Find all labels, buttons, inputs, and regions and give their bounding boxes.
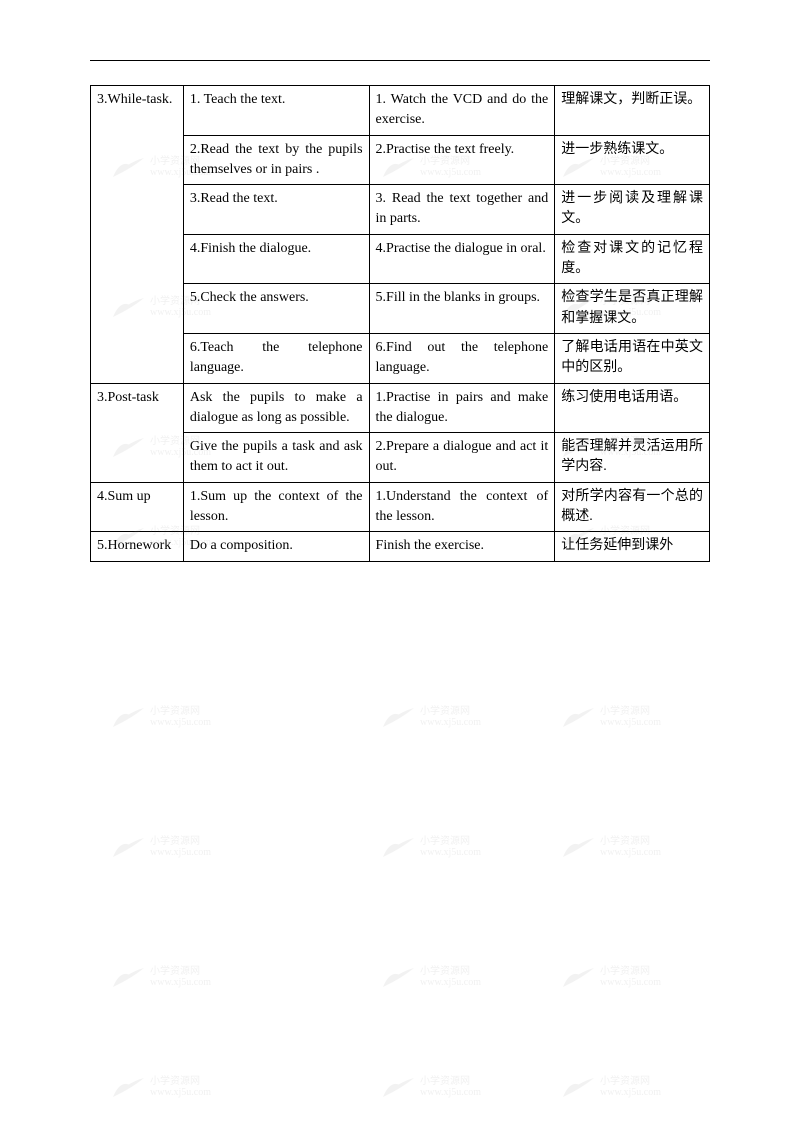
table-row: 3.Read the text. 3. Read the text togeth… — [91, 185, 710, 235]
teacher-cell: 6.Teach the telephone language. — [183, 333, 369, 383]
purpose-cell: 检查对课文的记忆程度。 — [555, 234, 710, 284]
watermark: 小学资源网www.xj5u.com — [380, 830, 500, 870]
watermark: 小学资源网www.xj5u.com — [110, 700, 230, 740]
stage-cell: 3.Post-task — [91, 383, 184, 482]
student-cell: 2.Prepare a dialogue and act it out. — [369, 433, 555, 483]
purpose-cell: 了解电话用语在中英文中的区别。 — [555, 333, 710, 383]
purpose-cell: 练习使用电话用语。 — [555, 383, 710, 433]
teacher-cell: 2.Read the text by the pupils themselves… — [183, 135, 369, 185]
teacher-cell: Do a composition. — [183, 532, 369, 561]
teacher-cell: Ask the pupils to make a dialogue as lon… — [183, 383, 369, 433]
table-row: 3.While-task. 1. Teach the text. 1. Watc… — [91, 86, 710, 136]
watermark: 小学资源网www.xj5u.com — [560, 700, 680, 740]
stage-cell: 5.Hornework — [91, 532, 184, 561]
purpose-cell: 进一步阅读及理解课文。 — [555, 185, 710, 235]
student-cell: Finish the exercise. — [369, 532, 555, 561]
stage-cell: 3.While-task. — [91, 86, 184, 384]
table-row: 3.Post-task Ask the pupils to make a dia… — [91, 383, 710, 433]
student-cell: 1.Practise in pairs and make the dialogu… — [369, 383, 555, 433]
stage-cell: 4.Sum up — [91, 482, 184, 532]
teacher-cell: 1.Sum up the context of the lesson. — [183, 482, 369, 532]
table-row: 6.Teach the telephone language. 6.Find o… — [91, 333, 710, 383]
table-row: 5.Hornework Do a composition. Finish the… — [91, 532, 710, 561]
student-cell: 4.Practise the dialogue in oral. — [369, 234, 555, 284]
teacher-cell: 3.Read the text. — [183, 185, 369, 235]
watermark: 小学资源网www.xj5u.com — [110, 830, 230, 870]
purpose-cell: 让任务延伸到课外 — [555, 532, 710, 561]
student-cell: 2.Practise the text freely. — [369, 135, 555, 185]
purpose-cell: 能否理解并灵活运用所学内容. — [555, 433, 710, 483]
purpose-cell: 进一步熟练课文。 — [555, 135, 710, 185]
purpose-cell: 理解课文，判断正误。 — [555, 86, 710, 136]
watermark: 小学资源网www.xj5u.com — [110, 1070, 230, 1110]
lesson-plan-table: 3.While-task. 1. Teach the text. 1. Watc… — [90, 85, 710, 562]
table-row: 2.Read the text by the pupils themselves… — [91, 135, 710, 185]
teacher-cell: 5.Check the answers. — [183, 284, 369, 334]
table-row: Give the pupils a task and ask them to a… — [91, 433, 710, 483]
student-cell: 1. Watch the VCD and do the exercise. — [369, 86, 555, 136]
student-cell: 6.Find out the telephone language. — [369, 333, 555, 383]
teacher-cell: 1. Teach the text. — [183, 86, 369, 136]
watermark: 小学资源网www.xj5u.com — [560, 1070, 680, 1110]
watermark: 小学资源网www.xj5u.com — [380, 1070, 500, 1110]
table-row: 4.Sum up 1.Sum up the context of the les… — [91, 482, 710, 532]
student-cell: 1.Understand the context of the lesson. — [369, 482, 555, 532]
watermark: 小学资源网www.xj5u.com — [380, 960, 500, 1000]
watermark: 小学资源网www.xj5u.com — [560, 830, 680, 870]
purpose-cell: 检查学生是否真正理解和掌握课文。 — [555, 284, 710, 334]
watermark: 小学资源网www.xj5u.com — [110, 960, 230, 1000]
header-rule — [90, 60, 710, 61]
table-row: 5.Check the answers. 5.Fill in the blank… — [91, 284, 710, 334]
watermark: 小学资源网www.xj5u.com — [560, 960, 680, 1000]
watermark: 小学资源网www.xj5u.com — [380, 700, 500, 740]
teacher-cell: Give the pupils a task and ask them to a… — [183, 433, 369, 483]
table-row: 4.Finish the dialogue. 4.Practise the di… — [91, 234, 710, 284]
student-cell: 5.Fill in the blanks in groups. — [369, 284, 555, 334]
purpose-cell: 对所学内容有一个总的概述. — [555, 482, 710, 532]
teacher-cell: 4.Finish the dialogue. — [183, 234, 369, 284]
student-cell: 3. Read the text together and in parts. — [369, 185, 555, 235]
